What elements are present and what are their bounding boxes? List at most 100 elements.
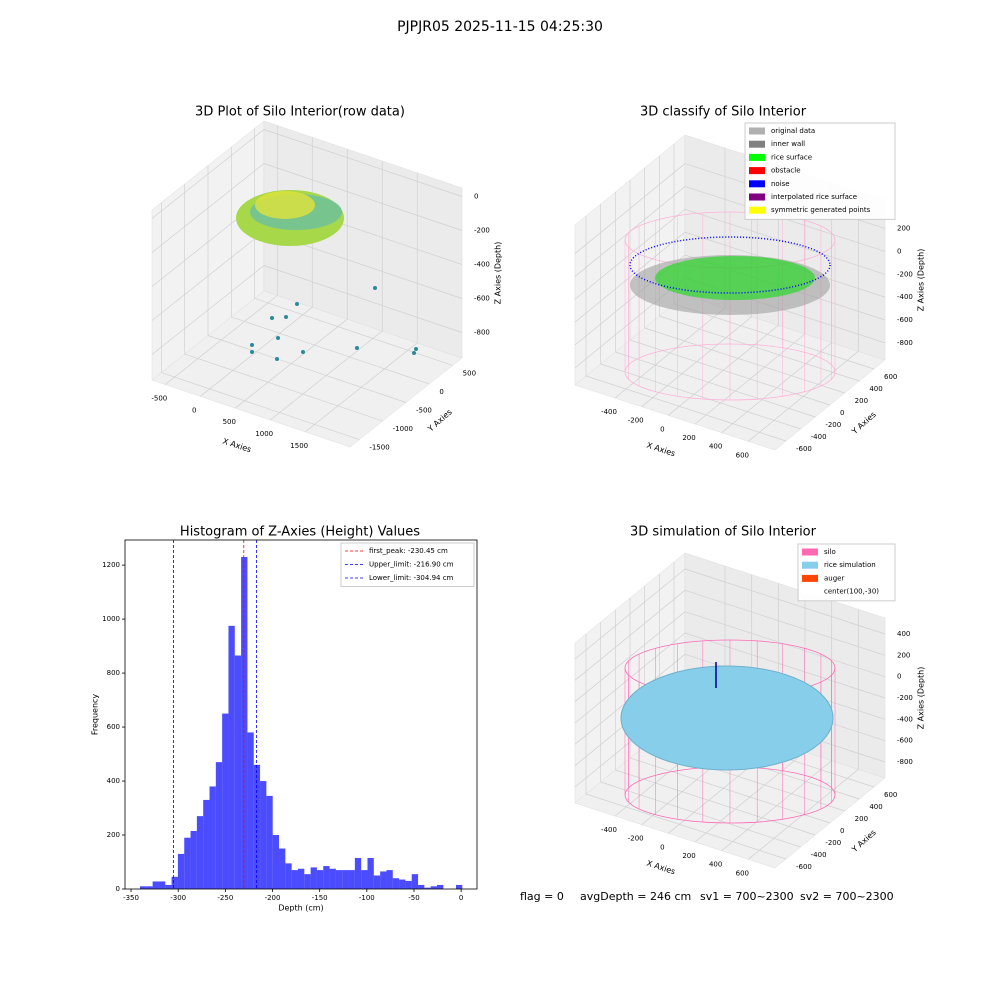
grid-line — [254, 298, 453, 366]
cloud-noise — [629, 236, 831, 294]
grid-line — [161, 372, 360, 440]
bar — [266, 795, 273, 889]
bar — [437, 884, 444, 889]
bar — [139, 886, 147, 889]
grid-line — [151, 265, 265, 355]
x-tick-label: 0 — [459, 894, 463, 902]
outlier-point — [276, 336, 280, 340]
legend-label: Upper_limit: -216.90 cm — [369, 561, 454, 569]
bar — [196, 816, 204, 889]
z-axis-label: Z Axies (Depth) — [917, 249, 926, 312]
bar — [418, 884, 425, 889]
z-tick-label: 400 — [897, 630, 910, 638]
grid-line — [600, 781, 801, 848]
subplot-title: Histogram of Z-Axies (Height) Values — [180, 525, 420, 540]
grid-line — [263, 265, 463, 333]
y-tick-label: -600 — [796, 445, 812, 453]
bar — [316, 870, 324, 889]
legend-label: rice surface — [771, 153, 812, 161]
bar — [190, 830, 197, 889]
point-cloud — [255, 191, 315, 219]
bar — [241, 557, 248, 889]
bar — [209, 786, 216, 889]
x-tick-label: 600 — [736, 451, 749, 459]
bar — [146, 886, 153, 889]
z-axis-label: Z Axies (Depth) — [917, 667, 926, 730]
outlier-point — [414, 347, 418, 351]
x-tick-label: -300 — [170, 894, 186, 902]
bar — [177, 853, 185, 889]
x-tick-label: -200 — [628, 417, 644, 425]
x-tick-label: 0 — [192, 406, 196, 414]
bar — [323, 866, 330, 889]
grid-line — [684, 590, 886, 656]
bar — [310, 867, 317, 889]
x-tick-label: -200 — [628, 835, 644, 843]
status-flag: flag = 0 — [520, 890, 564, 903]
x-tick-label: -400 — [601, 408, 617, 416]
subplot-title: 3D simulation of Silo Interior — [630, 525, 817, 540]
bar — [260, 781, 267, 889]
outlier-point — [355, 346, 359, 350]
bar — [152, 881, 159, 889]
status-sv1: sv1 = 700~2300 — [700, 890, 794, 903]
legend-swatch — [749, 127, 765, 135]
legend-swatch — [802, 561, 818, 569]
x-tick-label: -50 — [408, 894, 419, 902]
bar — [215, 762, 223, 889]
y-tick-label: 0 — [840, 827, 844, 835]
outlier-point — [275, 357, 279, 361]
y-tick-label: -400 — [811, 851, 827, 859]
y-tick-label: 600 — [884, 373, 897, 381]
legend-box — [744, 122, 896, 220]
x-tick-label: 0 — [660, 425, 664, 433]
bar — [373, 875, 381, 889]
grid-line — [615, 351, 816, 418]
y-tick-label: 800 — [107, 669, 120, 677]
legend-label: Lower_limit: -304.94 cm — [369, 574, 454, 582]
grid-line — [600, 363, 801, 430]
x-tick-label: 200 — [682, 434, 695, 442]
x-tick-label: -200 — [265, 894, 281, 902]
grid-line — [151, 129, 265, 219]
x-tick-label: 500 — [223, 418, 236, 426]
y-tick-label: 200 — [855, 397, 868, 405]
cloud-green — [655, 256, 815, 300]
z-axis-label: Z Axies (Depth) — [494, 242, 503, 305]
legend-label: symmetric generated points — [771, 206, 871, 214]
y-tick-label: -200 — [825, 839, 841, 847]
z-tick-label: 200 — [897, 651, 910, 659]
y-tick-label: 400 — [869, 385, 882, 393]
bar — [348, 870, 355, 889]
bar — [411, 874, 419, 889]
bar — [203, 799, 210, 889]
bar — [430, 886, 438, 889]
bar — [392, 878, 400, 889]
grid-line — [263, 163, 463, 231]
x-axis-label: Depth (cm) — [278, 904, 323, 913]
grid-line — [574, 231, 686, 323]
legend-swatch — [749, 140, 765, 148]
bar — [234, 655, 242, 889]
x-tick-label: -100 — [359, 894, 375, 902]
z-tick-label: -400 — [474, 261, 490, 269]
grid-line — [151, 231, 265, 321]
bar — [354, 857, 362, 889]
y-tick-label: -200 — [825, 421, 841, 429]
z-tick-label: -800 — [897, 339, 913, 347]
grid-line — [574, 590, 686, 681]
y-tick-label: 0 — [439, 388, 443, 396]
z-tick-label: 0 — [897, 247, 901, 255]
y-tick-label: 1200 — [102, 561, 120, 569]
bar — [361, 870, 368, 889]
z-tick-label: -600 — [897, 316, 913, 324]
grid-line — [659, 315, 860, 382]
outlier-point — [301, 350, 305, 354]
outlier-point — [412, 351, 416, 355]
grid-line — [231, 316, 430, 385]
y-tick-label: 400 — [107, 777, 120, 785]
x-tick-label: -500 — [151, 394, 167, 402]
bar — [279, 848, 286, 889]
y-tick-label: -1000 — [393, 425, 413, 433]
grid-line — [151, 163, 265, 253]
